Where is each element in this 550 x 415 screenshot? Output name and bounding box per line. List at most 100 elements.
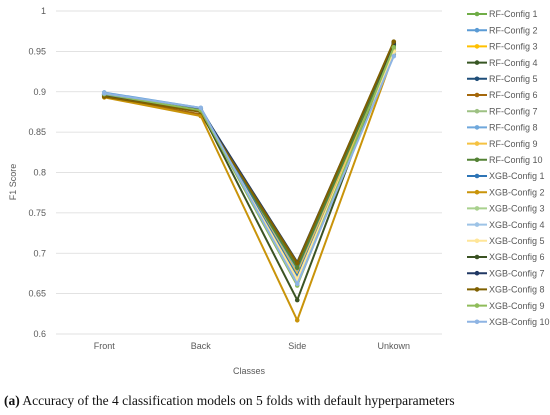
x-tick-label: Front xyxy=(94,341,116,351)
legend-item: XGB-Config 9 xyxy=(467,301,545,311)
legend-swatch-marker xyxy=(474,319,480,325)
y-tick-label: 0.75 xyxy=(28,208,46,218)
y-axis-label: F1 Score xyxy=(8,164,18,201)
legend-swatch-marker xyxy=(474,92,480,98)
caption-label: (a) xyxy=(4,393,20,408)
series-xgb-config-10 xyxy=(101,53,397,287)
gridlines xyxy=(56,10,442,335)
legend-label: XGB-Config 5 xyxy=(489,236,545,246)
legend-label: XGB-Config 1 xyxy=(489,171,545,181)
legend-swatch-marker xyxy=(474,157,480,163)
series-line xyxy=(104,54,395,278)
series-rf-config-7 xyxy=(101,45,397,274)
y-tick-label: 0.6 xyxy=(33,329,46,339)
series-rf-config-9 xyxy=(101,48,397,277)
legend-label: RF-Config 8 xyxy=(489,123,538,133)
legend-item: XGB-Config 3 xyxy=(467,204,545,214)
legend: RF-Config 1 RF-Config 2 RF-Config 3 RF-Conf… xyxy=(467,9,550,327)
legend-swatch-marker xyxy=(474,270,480,276)
legend-swatch-marker xyxy=(474,206,480,211)
legend-item: XGB-Config 4 xyxy=(467,220,545,230)
series-line xyxy=(104,50,395,276)
legend-swatch-marker xyxy=(474,173,480,179)
legend-label: XGB-Config 4 xyxy=(489,220,545,230)
series-line xyxy=(104,50,395,277)
legend-swatch-marker xyxy=(474,222,480,227)
x-tick-label: Side xyxy=(288,341,306,351)
data-point xyxy=(294,265,300,271)
legend-item: XGB-Config 5 xyxy=(467,236,545,246)
legend-swatch-marker xyxy=(474,11,480,17)
y-tick-label: 0.65 xyxy=(28,289,46,299)
series-line xyxy=(104,41,395,264)
series-line xyxy=(104,53,395,322)
legend-label: RF-Config 5 xyxy=(489,74,538,84)
legend-label: XGB-Config 7 xyxy=(489,268,545,278)
x-tick-label: Back xyxy=(191,341,212,351)
legend-label: XGB-Config 3 xyxy=(489,204,545,214)
legend-item: XGB-Config 8 xyxy=(467,285,545,295)
series-line xyxy=(104,50,395,281)
legend-swatch-marker xyxy=(474,303,480,308)
legend-item: RF-Config 4 xyxy=(467,58,538,68)
y-axis-ticks: 0.6 0.65 0.7 0.75 0.8 0.85 0.9 0.95 1 xyxy=(28,6,46,339)
series-rf-config-3 xyxy=(101,46,397,273)
legend-label: XGB-Config 9 xyxy=(489,301,545,311)
data-point xyxy=(391,45,397,50)
x-axis-ticks: Front Back Side Unkown xyxy=(94,341,410,351)
series-line xyxy=(104,51,395,283)
legend-item: RF-Config 5 xyxy=(467,74,538,84)
data-point xyxy=(198,105,204,111)
series-xgb-config-1 xyxy=(101,52,397,279)
legend-item: RF-Config 1 xyxy=(467,9,538,19)
legend-item: XGB-Config 6 xyxy=(467,252,545,262)
data-point xyxy=(294,297,300,303)
series-line xyxy=(104,52,395,285)
legend-swatch-marker xyxy=(474,76,480,82)
legend-label: RF-Config 4 xyxy=(489,58,538,68)
legend-swatch-marker xyxy=(474,189,480,195)
legend-item: RF-Config 9 xyxy=(467,139,538,149)
legend-item: RF-Config 8 xyxy=(467,123,538,133)
legend-swatch-marker xyxy=(474,125,480,130)
legend-swatch-marker xyxy=(474,287,480,292)
legend-item: RF-Config 7 xyxy=(467,106,538,116)
legend-label: XGB-Config 8 xyxy=(489,285,545,295)
data-point xyxy=(391,39,397,44)
series-line xyxy=(104,55,395,285)
y-tick-label: 0.9 xyxy=(33,87,46,97)
legend-label: XGB-Config 10 xyxy=(489,317,550,327)
legend-label: XGB-Config 2 xyxy=(489,187,545,197)
legend-item: RF-Config 10 xyxy=(467,155,543,165)
y-tick-label: 1 xyxy=(41,6,46,16)
legend-item: RF-Config 2 xyxy=(467,25,538,35)
y-tick-label: 0.85 xyxy=(28,127,46,137)
legend-item: RF-Config 3 xyxy=(467,42,538,52)
legend-label: RF-Config 7 xyxy=(489,106,538,116)
legend-item: XGB-Config 1 xyxy=(467,171,545,181)
x-tick-label: Unkown xyxy=(377,341,410,351)
legend-item: RF-Config 6 xyxy=(467,90,538,100)
legend-item: XGB-Config 2 xyxy=(467,187,545,197)
f1-score-line-chart: 0.6 0.65 0.7 0.75 0.8 0.85 0.9 0.95 1 Front Back S… xyxy=(8,6,550,376)
legend-label: RF-Config 10 xyxy=(489,155,543,165)
data-point xyxy=(294,281,300,287)
legend-label: XGB-Config 6 xyxy=(489,252,545,262)
legend-label: RF-Config 1 xyxy=(489,9,538,19)
legend-swatch-marker xyxy=(474,254,480,260)
legend-label: RF-Config 3 xyxy=(489,42,538,52)
data-point xyxy=(294,317,300,323)
series-line xyxy=(104,46,395,287)
legend-swatch-marker xyxy=(474,44,480,49)
legend-item: XGB-Config 10 xyxy=(467,317,550,327)
legend-swatch-marker xyxy=(474,238,480,244)
data-point xyxy=(294,260,300,266)
series-lines xyxy=(101,39,397,323)
legend-label: RF-Config 6 xyxy=(489,90,538,100)
y-tick-label: 0.8 xyxy=(33,168,46,178)
legend-item: XGB-Config 7 xyxy=(467,268,545,278)
caption-text: Accuracy of the 4 classification models … xyxy=(22,393,455,408)
series-xgb-config-5 xyxy=(101,49,397,282)
legend-swatch-marker xyxy=(474,60,480,65)
legend-swatch-marker xyxy=(474,27,480,33)
